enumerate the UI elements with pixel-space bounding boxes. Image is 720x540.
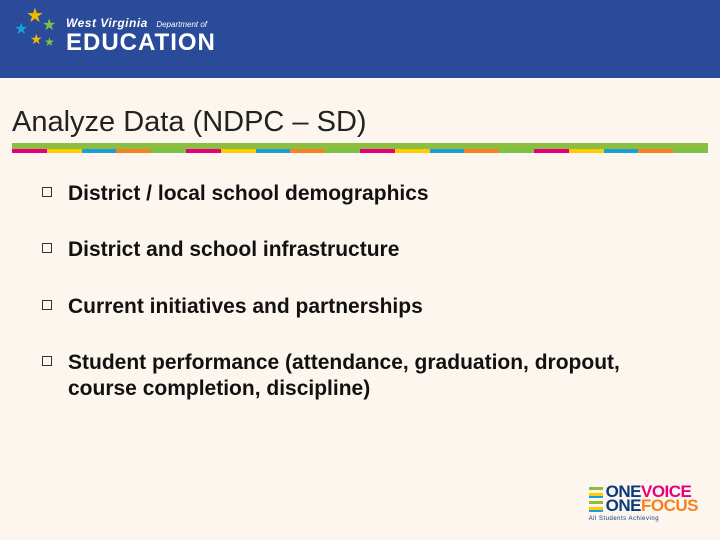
bullet-text: District and school infrastructure <box>68 237 399 263</box>
bullet-text: District / local school demographics <box>68 181 429 207</box>
logo-line-education: EDUCATION <box>66 32 216 54</box>
square-bullet-icon <box>42 356 52 366</box>
title-underline-stripe <box>12 143 708 153</box>
header-band: ★ ★ ★ ★ ★ West Virginia Department of ED… <box>0 0 720 78</box>
list-item: District and school infrastructure <box>42 237 678 263</box>
title-area: Analyze Data (NDPC – SD) <box>0 78 720 155</box>
bullet-text: Current initiatives and partnerships <box>68 294 423 320</box>
star-icon: ★ <box>44 36 55 48</box>
logo-one-2: ONE <box>606 499 641 513</box>
logo-focus: FOCUS <box>641 499 698 513</box>
logo-text: West Virginia Department of EDUCATION <box>66 14 216 54</box>
star-icon: ★ <box>30 32 43 46</box>
logo-bar-icon <box>589 501 603 512</box>
list-item: District / local school demographics <box>42 181 678 207</box>
content-area: District / local school demographics Dis… <box>0 155 720 402</box>
star-icon: ★ <box>14 22 28 38</box>
bullet-list: District / local school demographics Dis… <box>42 181 678 402</box>
logo-line-dept: Department of <box>156 20 207 29</box>
list-item: Student performance (attendance, graduat… <box>42 350 678 403</box>
stripe-segments <box>12 149 708 153</box>
square-bullet-icon <box>42 187 52 197</box>
square-bullet-icon <box>42 243 52 253</box>
wv-education-logo: ★ ★ ★ ★ ★ West Virginia Department of ED… <box>14 8 216 60</box>
logo-stars: ★ ★ ★ ★ ★ <box>14 8 62 60</box>
slide-title: Analyze Data (NDPC – SD) <box>12 106 708 139</box>
logo-line-wv: West Virginia <box>66 16 148 30</box>
logo-bar-icon <box>589 487 603 498</box>
logo-tagline: All Students Achieving <box>589 517 698 522</box>
list-item: Current initiatives and partnerships <box>42 294 678 320</box>
star-icon: ★ <box>42 18 56 34</box>
one-voice-one-focus-logo: ONE VOICE ONE FOCUS All Students Achievi… <box>589 485 698 522</box>
bullet-text: Student performance (attendance, graduat… <box>68 350 678 403</box>
square-bullet-icon <box>42 300 52 310</box>
